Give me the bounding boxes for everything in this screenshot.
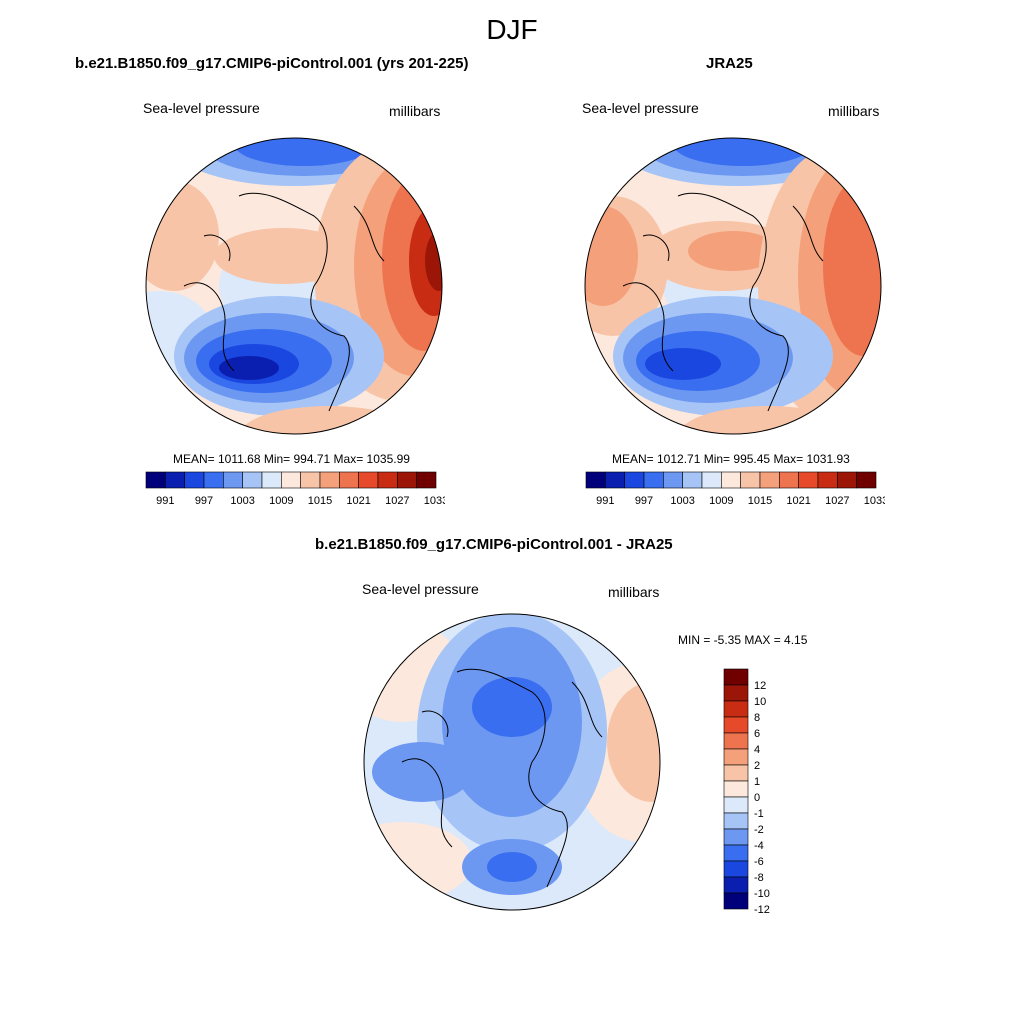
obs-colorbar-tick-label: 1009 bbox=[709, 495, 733, 507]
diff-colorbar-tick-label: 10 bbox=[754, 696, 766, 708]
model-colorbar-tick-label: 1021 bbox=[346, 495, 370, 507]
obs-colorbar-swatch bbox=[856, 471, 877, 489]
diff-colorbar-tick-label: 2 bbox=[754, 760, 760, 772]
obs-colorbar-swatch bbox=[585, 471, 606, 489]
diff-colorbar-swatch bbox=[723, 892, 749, 910]
obs-stats: MEAN= 1012.71 Min= 995.45 Max= 1031.93 bbox=[612, 452, 850, 466]
diff-colorbar-swatch bbox=[723, 668, 749, 686]
model-colorbar-swatch bbox=[319, 471, 340, 489]
model-colorbar-swatch bbox=[261, 471, 282, 489]
obs-map bbox=[584, 137, 882, 435]
page-title: DJF bbox=[486, 14, 538, 45]
obs-colorbar-swatch bbox=[643, 471, 664, 489]
obs-colorbar-tick-label: 1033 bbox=[864, 495, 885, 507]
diff-map bbox=[363, 613, 661, 911]
diff-colorbar-swatch bbox=[723, 876, 749, 894]
obs-colorbar-swatch bbox=[663, 471, 683, 489]
diff-colorbar-tick-label: 12 bbox=[754, 680, 766, 692]
diff-colorbar-tick-label: -2 bbox=[754, 824, 764, 836]
obs-panel-title: JRA25 bbox=[706, 55, 753, 72]
model-colorbar-swatch bbox=[203, 471, 224, 489]
diff-stats: MIN = -5.35 MAX = 4.15 bbox=[678, 633, 808, 647]
obs-colorbar-tick-label: 1021 bbox=[786, 495, 810, 507]
diff-colorbar-swatch bbox=[723, 700, 749, 718]
model-colorbar-swatch bbox=[145, 471, 166, 489]
model-colorbar-swatch bbox=[416, 471, 437, 489]
diff-colorbar-tick-label: 4 bbox=[754, 744, 760, 756]
obs-colorbar-tick-label: 1027 bbox=[825, 495, 849, 507]
diff-colorbar-swatch bbox=[723, 812, 749, 830]
diff-colorbar-tick-label: -1 bbox=[754, 808, 764, 820]
model-colorbar-tick-label: 1015 bbox=[308, 495, 332, 507]
model-colorbar-swatch bbox=[281, 471, 301, 489]
obs-colorbar-tick-label: 991 bbox=[596, 495, 614, 507]
model-colorbar-tick-label: 997 bbox=[195, 495, 213, 507]
diff-colorbar-swatch bbox=[723, 748, 749, 766]
obs-colorbar-swatch bbox=[779, 471, 799, 489]
model-colorbar-swatch bbox=[339, 471, 359, 489]
diff-colorbar-tick-label: -6 bbox=[754, 856, 764, 868]
obs-colorbar-swatch bbox=[605, 471, 625, 489]
diff-colorbar-swatch bbox=[723, 828, 749, 846]
obs-units-label: millibars bbox=[828, 103, 880, 119]
obs-variable-label: Sea-level pressure bbox=[582, 100, 699, 116]
model-colorbar-swatch bbox=[300, 471, 321, 489]
model-colorbar-tick-label: 1033 bbox=[424, 495, 445, 507]
model-colorbar: 991 997 1003 1009 1015 1021 1027 1033 bbox=[145, 471, 445, 507]
obs-colorbar-tick-label: 1015 bbox=[748, 495, 772, 507]
diff-colorbar-tick-label: 1 bbox=[754, 776, 760, 788]
obs-colorbar-swatch bbox=[740, 471, 761, 489]
diff-colorbar-tick-label: -8 bbox=[754, 872, 764, 884]
model-colorbar-swatch bbox=[184, 471, 205, 489]
obs-colorbar-swatch bbox=[837, 471, 857, 489]
diff-colorbar-tick-label: -12 bbox=[754, 904, 770, 915]
model-colorbar-tick-label: 991 bbox=[156, 495, 174, 507]
model-colorbar-swatch bbox=[223, 471, 243, 489]
model-panel-title: b.e21.B1850.f09_g17.CMIP6-piControl.001 … bbox=[75, 55, 469, 72]
diff-colorbar-swatch bbox=[723, 764, 749, 782]
model-map bbox=[145, 137, 443, 435]
diff-colorbar-tick-label: -10 bbox=[754, 888, 770, 900]
diff-colorbar-tick-label: 6 bbox=[754, 728, 760, 740]
model-stats: MEAN= 1011.68 Min= 994.71 Max= 1035.99 bbox=[173, 452, 410, 466]
diff-colorbar-swatch bbox=[723, 732, 749, 750]
diff-variable-label: Sea-level pressure bbox=[362, 581, 479, 597]
obs-colorbar-swatch bbox=[817, 471, 838, 489]
model-colorbar-swatch bbox=[358, 471, 379, 489]
obs-colorbar: 991 997 1003 1009 1015 1021 1027 1033 bbox=[585, 471, 885, 507]
obs-colorbar-tick-label: 997 bbox=[635, 495, 653, 507]
diff-colorbar-swatch bbox=[723, 860, 749, 878]
model-variable-label: Sea-level pressure bbox=[143, 100, 260, 116]
obs-colorbar-swatch bbox=[624, 471, 645, 489]
diff-colorbar-tick-label: 0 bbox=[754, 792, 760, 804]
model-colorbar-swatch bbox=[397, 471, 417, 489]
diff-panel-title: b.e21.B1850.f09_g17.CMIP6-piControl.001 … bbox=[315, 536, 673, 553]
model-colorbar-tick-label: 1003 bbox=[230, 495, 254, 507]
obs-colorbar-swatch bbox=[701, 471, 722, 489]
obs-colorbar-swatch bbox=[682, 471, 703, 489]
model-colorbar-tick-label: 1027 bbox=[385, 495, 409, 507]
model-colorbar-swatch bbox=[377, 471, 398, 489]
model-colorbar-swatch bbox=[165, 471, 185, 489]
model-colorbar-swatch bbox=[242, 471, 263, 489]
diff-colorbar-swatch bbox=[723, 844, 749, 862]
obs-colorbar-swatch bbox=[721, 471, 741, 489]
diff-colorbar-swatch bbox=[723, 684, 749, 702]
diff-colorbar-swatch bbox=[723, 796, 749, 814]
model-colorbar-tick-label: 1009 bbox=[269, 495, 293, 507]
obs-colorbar-tick-label: 1003 bbox=[670, 495, 694, 507]
obs-colorbar-swatch bbox=[759, 471, 780, 489]
diff-colorbar-swatch bbox=[723, 716, 749, 734]
diff-colorbar-tick-label: -4 bbox=[754, 840, 764, 852]
model-units-label: millibars bbox=[389, 103, 441, 119]
diff-units-label: millibars bbox=[608, 584, 660, 600]
diff-colorbar-swatch bbox=[723, 780, 749, 798]
diff-colorbar-tick-label: 8 bbox=[754, 712, 760, 724]
obs-colorbar-swatch bbox=[798, 471, 819, 489]
